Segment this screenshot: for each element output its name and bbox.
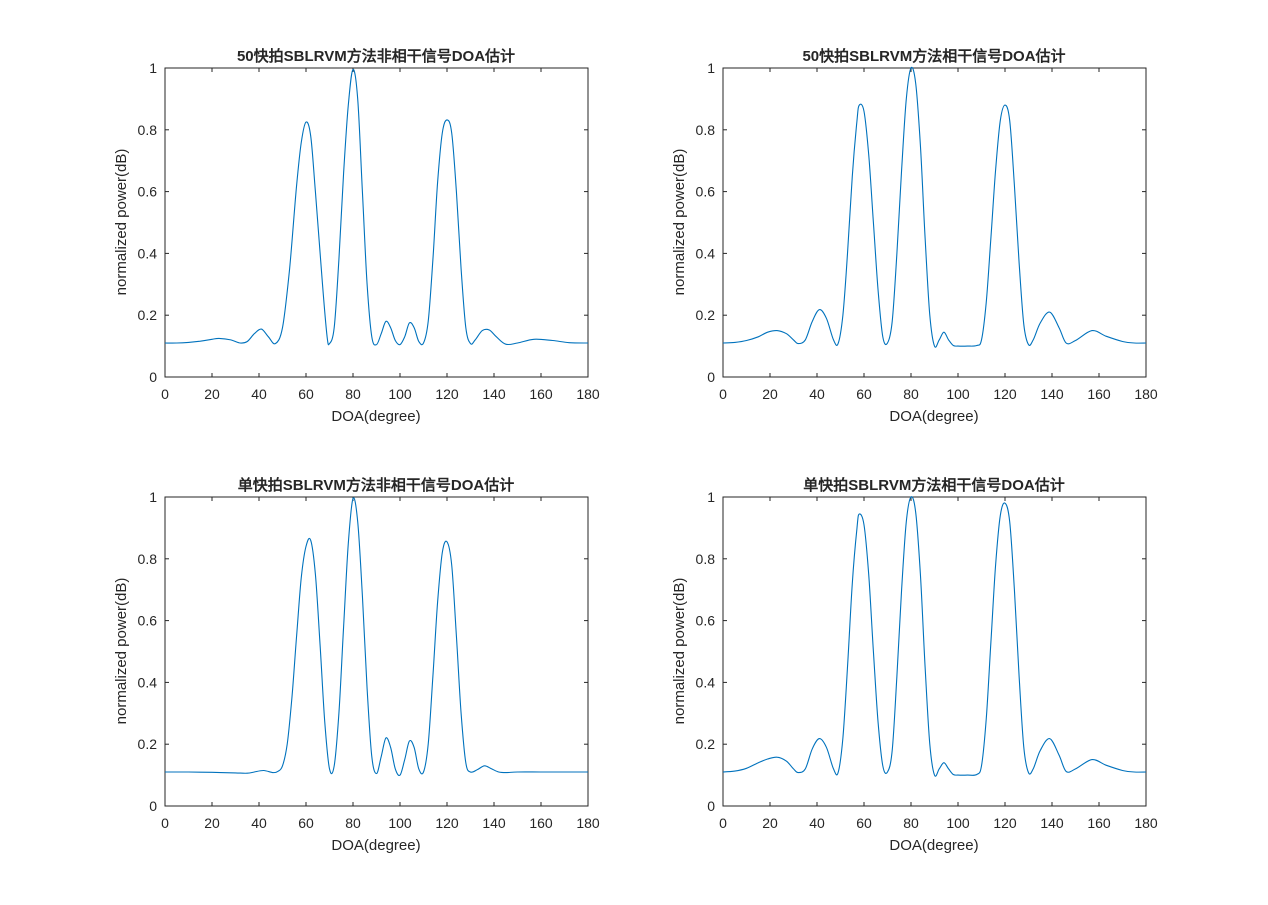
x-tick-label: 20 bbox=[204, 386, 220, 402]
x-tick-label: 160 bbox=[529, 815, 553, 831]
x-tick-label: 80 bbox=[903, 386, 919, 402]
subplot-title: 单快拍SBLRVM方法相干信号DOA估计 bbox=[803, 476, 1064, 494]
x-axis-label: DOA(degree) bbox=[889, 408, 978, 425]
x-tick-label: 160 bbox=[1087, 815, 1111, 831]
x-axis-label: DOA(degree) bbox=[331, 837, 420, 854]
y-tick-label: 0.8 bbox=[138, 551, 158, 567]
y-tick-label: 0.6 bbox=[696, 613, 716, 629]
y-tick-label: 0.2 bbox=[138, 736, 158, 752]
x-tick-label: 140 bbox=[482, 386, 506, 402]
y-tick-label: 0.2 bbox=[696, 307, 716, 323]
y-tick-label: 0.6 bbox=[138, 184, 158, 200]
series-line bbox=[164, 68, 589, 346]
x-tick-label: 100 bbox=[946, 815, 970, 831]
x-tick-label: 40 bbox=[251, 386, 267, 402]
series-line bbox=[722, 496, 1147, 777]
y-tick-label: 0 bbox=[707, 369, 715, 385]
y-tick-label: 0.4 bbox=[138, 245, 158, 261]
x-tick-label: 100 bbox=[388, 815, 412, 831]
subplot-title: 50快拍SBLRVM方法非相干信号DOA估计 bbox=[237, 47, 515, 65]
y-tick-label: 0.4 bbox=[696, 245, 716, 261]
x-tick-label: 180 bbox=[1134, 815, 1158, 831]
y-tick-label: 0 bbox=[707, 798, 715, 814]
x-tick-label: 0 bbox=[719, 386, 727, 402]
subplot-title: 单快拍SBLRVM方法非相干信号DOA估计 bbox=[238, 476, 514, 494]
x-tick-label: 80 bbox=[345, 815, 361, 831]
y-tick-label: 1 bbox=[149, 489, 157, 505]
y-axis-label: normalized power(dB) bbox=[113, 578, 130, 725]
plot-area bbox=[164, 67, 589, 378]
y-tick-label: 0.6 bbox=[138, 613, 158, 629]
x-tick-label: 80 bbox=[903, 815, 919, 831]
x-tick-label: 0 bbox=[719, 815, 727, 831]
x-tick-label: 120 bbox=[993, 815, 1017, 831]
x-tick-label: 140 bbox=[1040, 815, 1064, 831]
x-tick-label: 180 bbox=[576, 815, 600, 831]
x-tick-label: 0 bbox=[161, 815, 169, 831]
x-tick-label: 60 bbox=[298, 386, 314, 402]
x-tick-label: 120 bbox=[993, 386, 1017, 402]
x-tick-label: 20 bbox=[204, 815, 220, 831]
subplot-50-snapshot-incoherent: 50快拍SBLRVM方法非相干信号DOA估计 DOA(degree) norma… bbox=[113, 47, 600, 425]
x-axis-label: DOA(degree) bbox=[331, 408, 420, 425]
x-tick-label: 0 bbox=[161, 386, 169, 402]
subplot-single-snapshot-coherent: 单快拍SBLRVM方法相干信号DOA估计 DOA(degree) normali… bbox=[671, 476, 1158, 854]
y-tick-label: 1 bbox=[707, 489, 715, 505]
x-tick-label: 180 bbox=[1134, 386, 1158, 402]
plot-area bbox=[722, 67, 1147, 378]
subplot-title: 50快拍SBLRVM方法相干信号DOA估计 bbox=[802, 47, 1065, 65]
x-tick-label: 100 bbox=[388, 386, 412, 402]
y-tick-label: 0 bbox=[149, 369, 157, 385]
plot-area bbox=[164, 496, 589, 807]
y-tick-label: 0 bbox=[149, 798, 157, 814]
x-axis-label: DOA(degree) bbox=[889, 837, 978, 854]
y-tick-label: 1 bbox=[149, 60, 157, 76]
x-tick-label: 160 bbox=[529, 386, 553, 402]
y-axis-label: normalized power(dB) bbox=[671, 578, 688, 725]
y-tick-label: 0.8 bbox=[696, 122, 716, 138]
y-tick-label: 0.8 bbox=[696, 551, 716, 567]
series-line bbox=[722, 66, 1147, 348]
y-tick-label: 1 bbox=[707, 60, 715, 76]
y-tick-label: 0.6 bbox=[696, 184, 716, 200]
x-tick-label: 120 bbox=[435, 815, 459, 831]
x-tick-label: 180 bbox=[576, 386, 600, 402]
x-tick-label: 80 bbox=[345, 386, 361, 402]
x-tick-label: 160 bbox=[1087, 386, 1111, 402]
x-tick-label: 60 bbox=[856, 386, 872, 402]
subplot-single-snapshot-incoherent: 单快拍SBLRVM方法非相干信号DOA估计 DOA(degree) normal… bbox=[113, 476, 600, 854]
y-tick-label: 0.4 bbox=[696, 674, 716, 690]
x-tick-label: 60 bbox=[298, 815, 314, 831]
plot-area bbox=[722, 496, 1147, 807]
x-tick-label: 40 bbox=[251, 815, 267, 831]
x-tick-label: 20 bbox=[762, 815, 778, 831]
x-tick-label: 40 bbox=[809, 815, 825, 831]
y-tick-label: 0.4 bbox=[138, 674, 158, 690]
y-tick-label: 0.8 bbox=[138, 122, 158, 138]
x-tick-label: 60 bbox=[856, 815, 872, 831]
x-tick-label: 100 bbox=[946, 386, 970, 402]
x-tick-label: 140 bbox=[482, 815, 506, 831]
subplot-50-snapshot-coherent: 50快拍SBLRVM方法相干信号DOA估计 DOA(degree) normal… bbox=[671, 47, 1158, 425]
x-tick-label: 120 bbox=[435, 386, 459, 402]
y-axis-label: normalized power(dB) bbox=[113, 149, 130, 296]
x-tick-label: 40 bbox=[809, 386, 825, 402]
x-tick-label: 140 bbox=[1040, 386, 1064, 402]
series-line bbox=[165, 497, 588, 777]
y-axis-label: normalized power(dB) bbox=[671, 149, 688, 296]
y-tick-label: 0.2 bbox=[138, 307, 158, 323]
y-tick-label: 0.2 bbox=[696, 736, 716, 752]
x-tick-label: 20 bbox=[762, 386, 778, 402]
